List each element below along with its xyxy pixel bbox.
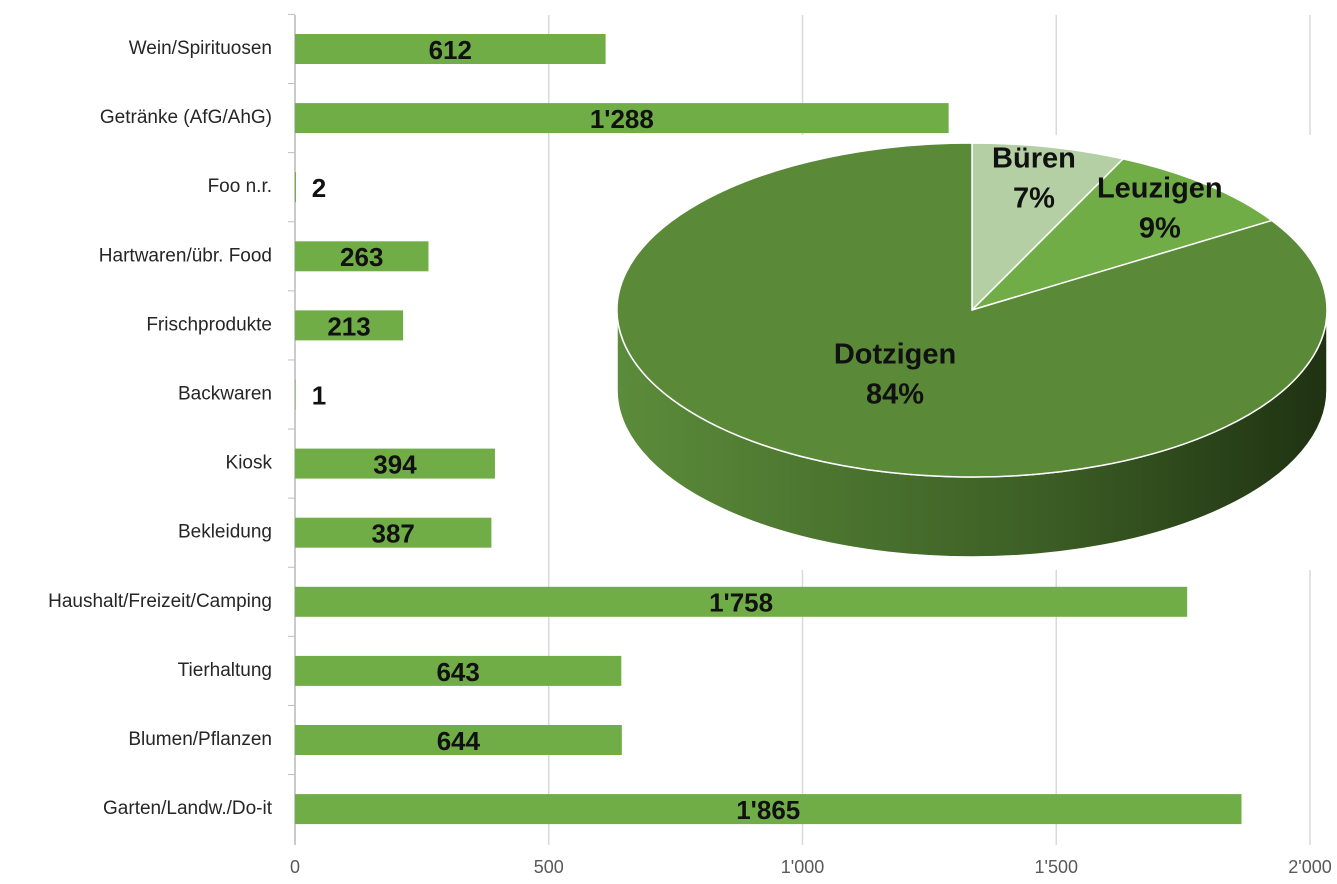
data-label: 644 (437, 726, 481, 756)
y-tick-label: Blumen/Pflanzen (128, 729, 272, 750)
y-tick-label: Haushalt/Freizeit/Camping (48, 591, 272, 612)
x-tick-label: 2'000 (1288, 857, 1331, 877)
bar (295, 794, 1242, 825)
y-tick-label: Frischprodukte (146, 314, 272, 335)
pie-slice (616, 142, 1328, 478)
bar (295, 172, 297, 203)
bar (295, 517, 492, 548)
y-tick-label: Foo n.r. (208, 176, 272, 197)
slice-label: Dotzigen (834, 339, 956, 371)
data-label: 612 (429, 35, 472, 65)
y-tick-label: Getränke (AfG/AhG) (100, 107, 272, 128)
slice-value-label: 9% (1139, 212, 1181, 244)
bar (295, 241, 429, 272)
y-tick-label: Tierhaltung (178, 660, 272, 681)
bar (295, 448, 495, 479)
bar (295, 725, 622, 755)
y-tick-label: Hartwaren/übr. Food (99, 245, 272, 266)
y-tick-label: Backwaren (178, 384, 272, 405)
x-tick-label: 1'000 (781, 857, 824, 877)
x-tick-label: 1'500 (1035, 857, 1078, 877)
bar (295, 655, 622, 686)
data-label: 1'288 (590, 104, 654, 134)
data-label: 263 (340, 242, 383, 272)
bar (295, 586, 1188, 617)
x-tick-label: 500 (534, 857, 564, 877)
y-tick-label: Kiosk (226, 453, 273, 474)
slice-label: Büren (992, 142, 1076, 174)
pie-slice (971, 158, 1274, 311)
slice-label: Leuzigen (1097, 172, 1223, 204)
y-tick-label: Wein/Spirituosen (129, 38, 272, 59)
data-label: 213 (327, 311, 370, 341)
bar (295, 34, 606, 64)
data-label: 2 (312, 173, 326, 203)
slice-value-label: 84% (866, 379, 924, 411)
bar (295, 103, 949, 134)
data-label: 394 (373, 449, 417, 479)
data-label: 387 (372, 519, 415, 549)
y-tick-label: Garten/Landw./Do-it (103, 798, 273, 819)
data-label: 643 (436, 657, 479, 687)
y-tick-label: Bekleidung (178, 522, 272, 543)
slice-value-label: 7% (1013, 182, 1055, 214)
bar (295, 310, 404, 341)
data-label: 1'865 (736, 795, 800, 825)
data-label: 1 (312, 380, 326, 410)
x-tick-label: 0 (290, 857, 300, 877)
pie-slice (971, 142, 1125, 312)
bar (295, 379, 296, 410)
data-label: 1'758 (709, 588, 773, 618)
